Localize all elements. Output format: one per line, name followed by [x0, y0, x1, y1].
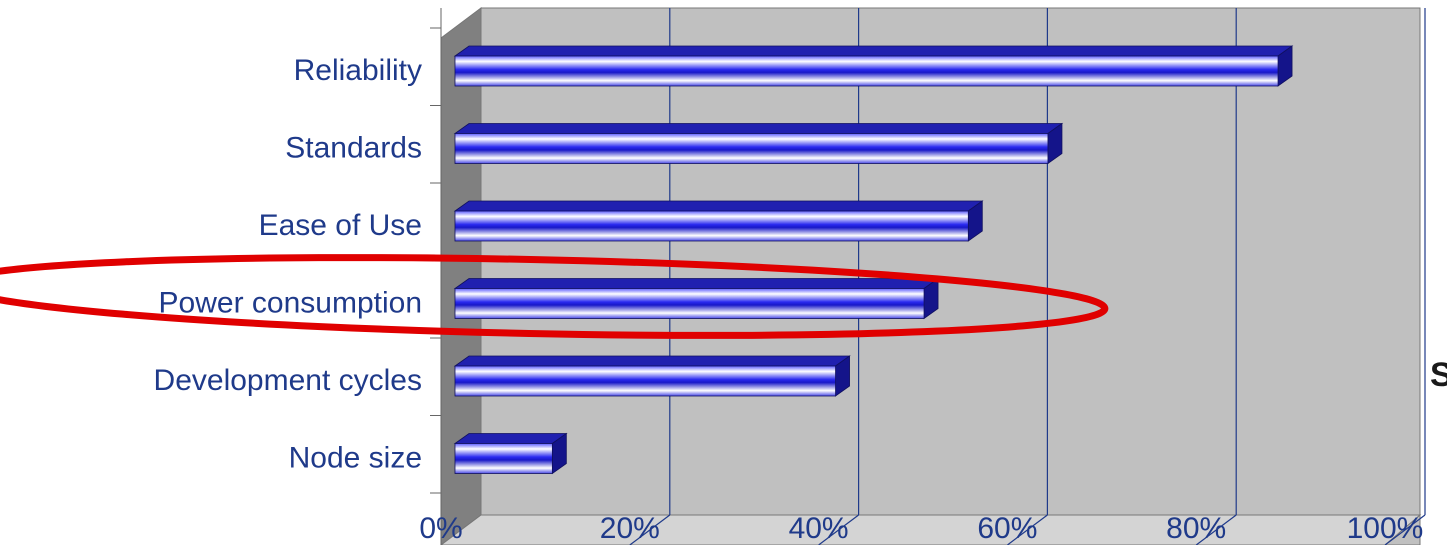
x-tick-label: 60%: [977, 512, 1037, 545]
x-tick-label: 0%: [419, 512, 462, 545]
back-wall: [480, 7, 1421, 545]
gridline-floor: [1007, 514, 1048, 545]
x-tick-label: 80%: [1166, 512, 1226, 545]
category-label: Development cycles: [154, 364, 422, 397]
category-label: Node size: [289, 442, 422, 475]
category-label: Reliability: [294, 54, 422, 87]
x-tick-label: 20%: [600, 512, 660, 545]
category-labels: Reliability Standards Ease of Use Power con…: [154, 8, 442, 545]
category-label: Power consumption: [159, 287, 422, 320]
category-label: Ease of Use: [259, 209, 422, 242]
floor: [440, 514, 1422, 545]
bar: [453, 45, 1294, 87]
highlight-ellipse: [0, 254, 1109, 339]
bar: [453, 432, 568, 475]
gridline-floor: [1384, 514, 1426, 545]
gridline-floor: [818, 514, 859, 545]
bars: [453, 45, 1294, 475]
bar: [453, 122, 1064, 165]
x-tick-label: 100%: [1347, 512, 1424, 545]
bar: [453, 277, 940, 320]
gridline-floor: [1195, 514, 1237, 545]
clipped-text: S: [1430, 356, 1447, 394]
highlight-annotation: [0, 254, 1109, 339]
x-tick-labels: 0% 20% 40% 60% 80% 100%: [419, 512, 1423, 545]
bar: [453, 355, 851, 397]
bar: [453, 200, 984, 242]
gridlines: [629, 8, 1426, 545]
gridline-floor: [629, 514, 671, 545]
category-label: Standards: [285, 132, 422, 165]
x-tick-label: 40%: [789, 512, 849, 545]
